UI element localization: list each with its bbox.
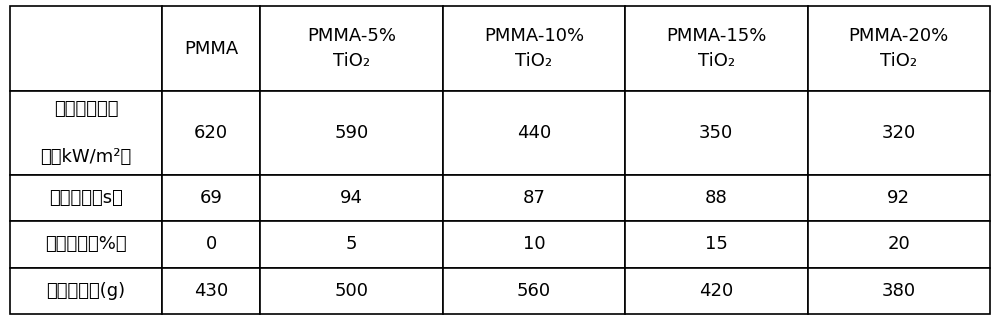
Text: 峰値热释放速: 峰値热释放速	[54, 100, 118, 118]
Text: PMMA: PMMA	[184, 40, 238, 58]
Bar	[808, 268, 990, 314]
Text: 69: 69	[200, 189, 223, 207]
Bar	[260, 6, 443, 91]
Bar	[625, 175, 808, 221]
Bar	[10, 268, 162, 314]
Text: 560: 560	[517, 282, 551, 300]
Text: 15: 15	[705, 236, 728, 253]
Bar	[162, 268, 260, 314]
Bar	[162, 91, 260, 175]
Text: 0: 0	[205, 236, 217, 253]
Bar	[162, 175, 260, 221]
Bar	[443, 221, 625, 268]
Bar	[10, 91, 162, 175]
Bar	[10, 6, 162, 91]
Bar	[625, 91, 808, 175]
Text: 380: 380	[882, 282, 916, 300]
Bar	[260, 221, 443, 268]
Bar	[808, 6, 990, 91]
Bar	[808, 175, 990, 221]
Text: 350: 350	[699, 124, 733, 142]
Text: 20: 20	[887, 236, 910, 253]
Bar	[10, 221, 162, 268]
Bar	[10, 175, 162, 221]
Bar	[443, 91, 625, 175]
Bar	[260, 175, 443, 221]
Bar	[443, 6, 625, 91]
Text: 440: 440	[517, 124, 551, 142]
Text: 430: 430	[194, 282, 228, 300]
Text: 94: 94	[340, 189, 363, 207]
Text: 点燃时间（s）: 点燃时间（s）	[49, 189, 123, 207]
Text: 590: 590	[334, 124, 369, 142]
Bar	[625, 268, 808, 314]
Text: 5: 5	[346, 236, 357, 253]
Bar	[162, 221, 260, 268]
Text: PMMA-10%
TiO₂: PMMA-10% TiO₂	[484, 27, 584, 70]
Bar	[625, 6, 808, 91]
Text: 92: 92	[887, 189, 910, 207]
Bar	[443, 268, 625, 314]
Text: 87: 87	[522, 189, 545, 207]
Bar	[260, 268, 443, 314]
Text: 率（kW/m²）: 率（kW/m²）	[40, 148, 132, 166]
Bar	[808, 91, 990, 175]
Text: 88: 88	[705, 189, 728, 207]
Text: 320: 320	[882, 124, 916, 142]
Bar	[625, 221, 808, 268]
Text: 总的生烟量(g): 总的生烟量(g)	[46, 282, 126, 300]
Text: 剩余质量（%）: 剩余质量（%）	[45, 236, 127, 253]
Bar	[260, 91, 443, 175]
Text: 10: 10	[523, 236, 545, 253]
Text: 420: 420	[699, 282, 733, 300]
Bar	[443, 175, 625, 221]
Bar	[808, 221, 990, 268]
Text: 500: 500	[334, 282, 368, 300]
Text: PMMA-5%
TiO₂: PMMA-5% TiO₂	[307, 27, 396, 70]
Text: 620: 620	[194, 124, 228, 142]
Text: PMMA-20%
TiO₂: PMMA-20% TiO₂	[849, 27, 949, 70]
Text: PMMA-15%
TiO₂: PMMA-15% TiO₂	[666, 27, 766, 70]
Bar	[162, 6, 260, 91]
